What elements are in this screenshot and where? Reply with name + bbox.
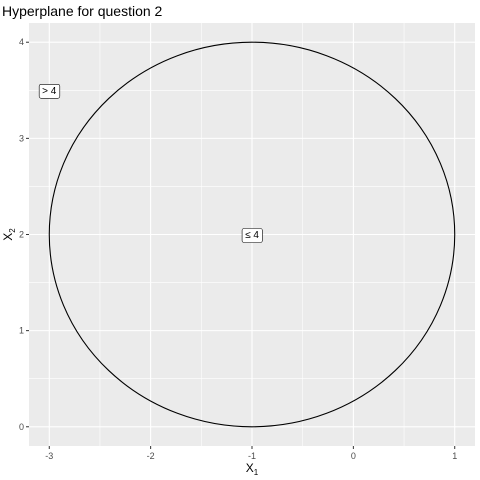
y-tick-label: 4 bbox=[19, 37, 24, 47]
x-tick-label: -2 bbox=[147, 451, 155, 461]
annotation-layer: > 4 ≤ 4 bbox=[38, 83, 263, 243]
annotation-text: ≤ 4 bbox=[245, 230, 259, 241]
x-tick-label: -3 bbox=[45, 451, 53, 461]
y-axis-title-main: X bbox=[1, 233, 15, 241]
y-axis-title: X2 bbox=[1, 228, 17, 241]
y-axis-title-subscript: 2 bbox=[8, 228, 17, 233]
chart-title: Hyperplane for question 2 bbox=[2, 3, 163, 19]
annotation-label: ≤ 4 bbox=[241, 228, 263, 243]
x-tick-label: 1 bbox=[452, 451, 457, 461]
x-tick-label: 0 bbox=[351, 451, 356, 461]
axes-layer: -3 -2 -1 0 1 0 1 2 3 4 bbox=[19, 37, 457, 461]
y-tick-label: 2 bbox=[19, 230, 24, 240]
x-axis-title-subscript: 1 bbox=[254, 468, 259, 477]
y-tick-label: 3 bbox=[19, 133, 24, 143]
x-axis-title-main: X bbox=[246, 461, 254, 475]
annotation-label: > 4 bbox=[38, 83, 61, 99]
y-tick-label: 0 bbox=[19, 422, 24, 432]
circle-boundary-line bbox=[48, 41, 456, 428]
y-tick-label: 1 bbox=[19, 326, 24, 336]
annotation-box bbox=[38, 83, 61, 99]
annotation-box bbox=[241, 228, 263, 243]
x-axis-title: X1 bbox=[246, 461, 259, 477]
series-layer bbox=[48, 41, 456, 428]
x-tick-label: -1 bbox=[248, 451, 256, 461]
annotation-text: > 4 bbox=[42, 86, 57, 97]
